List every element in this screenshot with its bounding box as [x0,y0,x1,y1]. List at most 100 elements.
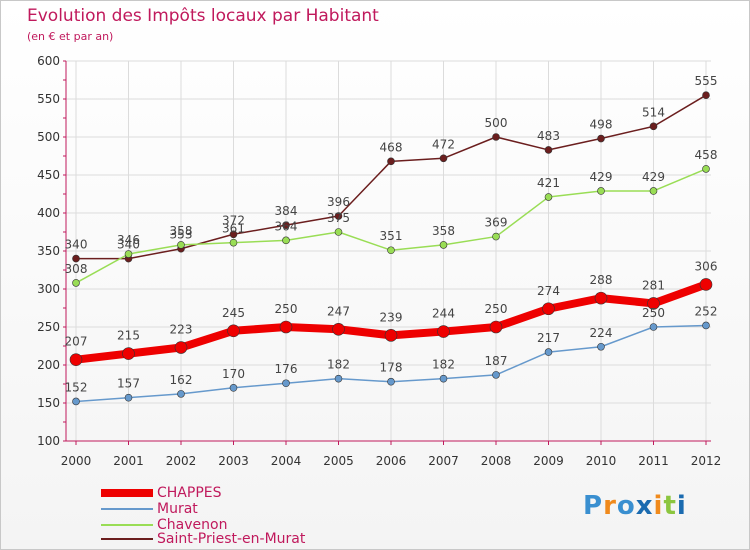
x-tick-label: 2012 [691,454,722,468]
x-tick-label: 2011 [638,454,669,468]
legend-label-chavenon: Chavenon [157,517,228,533]
x-tick-label: 2004 [271,454,302,468]
data-point [597,342,605,351]
data-point [387,157,395,166]
data-label: 369 [485,216,508,230]
legend-label-murat: Murat [157,501,198,517]
data-point [124,250,133,258]
x-tick-label: 2008 [481,454,512,468]
data-point [72,397,80,406]
data-label: 245 [222,306,245,320]
data-point [334,212,343,220]
data-point [702,321,710,330]
data-label: 340 [117,238,140,252]
data-label: 429 [590,170,613,184]
x-tick-label: 2002 [166,454,197,468]
data-label: 157 [117,377,140,391]
data-label: 252 [695,304,718,318]
data-label: 429 [642,170,665,184]
logo-letter: t [663,491,677,521]
data-point [544,193,553,201]
data-point [649,187,658,195]
data-label: 340 [65,238,88,252]
data-label: 384 [275,204,298,218]
data-label: 162 [170,373,193,387]
data-point [492,133,500,141]
data-label: 483 [537,129,560,143]
data-label: 176 [275,362,298,376]
data-point [72,279,80,287]
data-point [702,165,710,173]
x-tick-label: 2005 [323,454,354,468]
x-tick-label: 2006 [376,454,407,468]
data-point [489,320,503,334]
data-label: 555 [695,74,718,88]
data-point [227,324,240,338]
data-point [492,371,500,379]
data-label: 361 [222,222,245,236]
data-label: 223 [170,323,193,337]
data-point [72,254,80,263]
y-tick-label: 200 [37,358,60,372]
y-tick-label: 550 [37,92,60,106]
data-point [177,241,185,249]
data-label: 351 [380,229,403,243]
data-label: 396 [327,195,350,209]
data-point [229,383,238,392]
data-label: 421 [537,176,560,190]
data-label: 306 [695,259,718,273]
legend-swatch-saint-priest [101,538,153,540]
data-point [597,187,605,195]
x-tick-label: 2000 [61,454,92,468]
data-point [649,122,658,131]
data-label: 500 [485,116,508,130]
x-tick-label: 2009 [533,454,564,468]
data-label: 170 [222,367,245,381]
data-label: 375 [327,211,350,225]
data-point [542,302,555,316]
data-label: 281 [642,278,665,292]
data-label: 217 [537,331,560,345]
y-tick-label: 100 [37,434,60,448]
data-label: 244 [432,307,455,321]
data-point [279,320,293,334]
data-label: 346 [117,233,140,247]
data-label: 187 [485,354,508,368]
y-tick-label: 150 [37,396,60,410]
y-tick-label: 300 [37,282,60,296]
y-tick-label: 350 [37,244,60,258]
data-point [387,377,395,386]
data-label: 468 [380,140,403,154]
data-label: 274 [537,284,560,298]
data-point [544,146,553,154]
legend-swatch-chavenon [101,524,153,526]
data-point [384,329,398,342]
x-tick-label: 2003 [218,454,249,468]
data-point [174,341,188,354]
data-point [387,246,395,255]
y-tick-label: 400 [37,206,60,220]
data-point [282,379,290,388]
data-label: 182 [432,358,455,372]
data-point [282,236,290,245]
legend-label-saint-priest: Saint-Priest-en-Murat [157,531,306,547]
data-point [229,238,238,247]
data-label: 358 [170,224,193,238]
logo-letter: i [676,491,687,521]
data-point [332,322,345,336]
data-point [594,291,608,305]
data-point [699,278,713,291]
data-point [437,325,450,338]
data-label: 372 [222,213,245,227]
y-tick-label: 450 [37,168,60,182]
legend-swatch-chappes [101,489,153,497]
data-point [439,154,448,163]
data-label: 288 [590,273,613,287]
x-tick-label: 2001 [113,454,144,468]
data-point [439,241,448,249]
data-label: 498 [590,118,613,132]
data-point [439,374,448,383]
data-label: 224 [590,326,613,340]
